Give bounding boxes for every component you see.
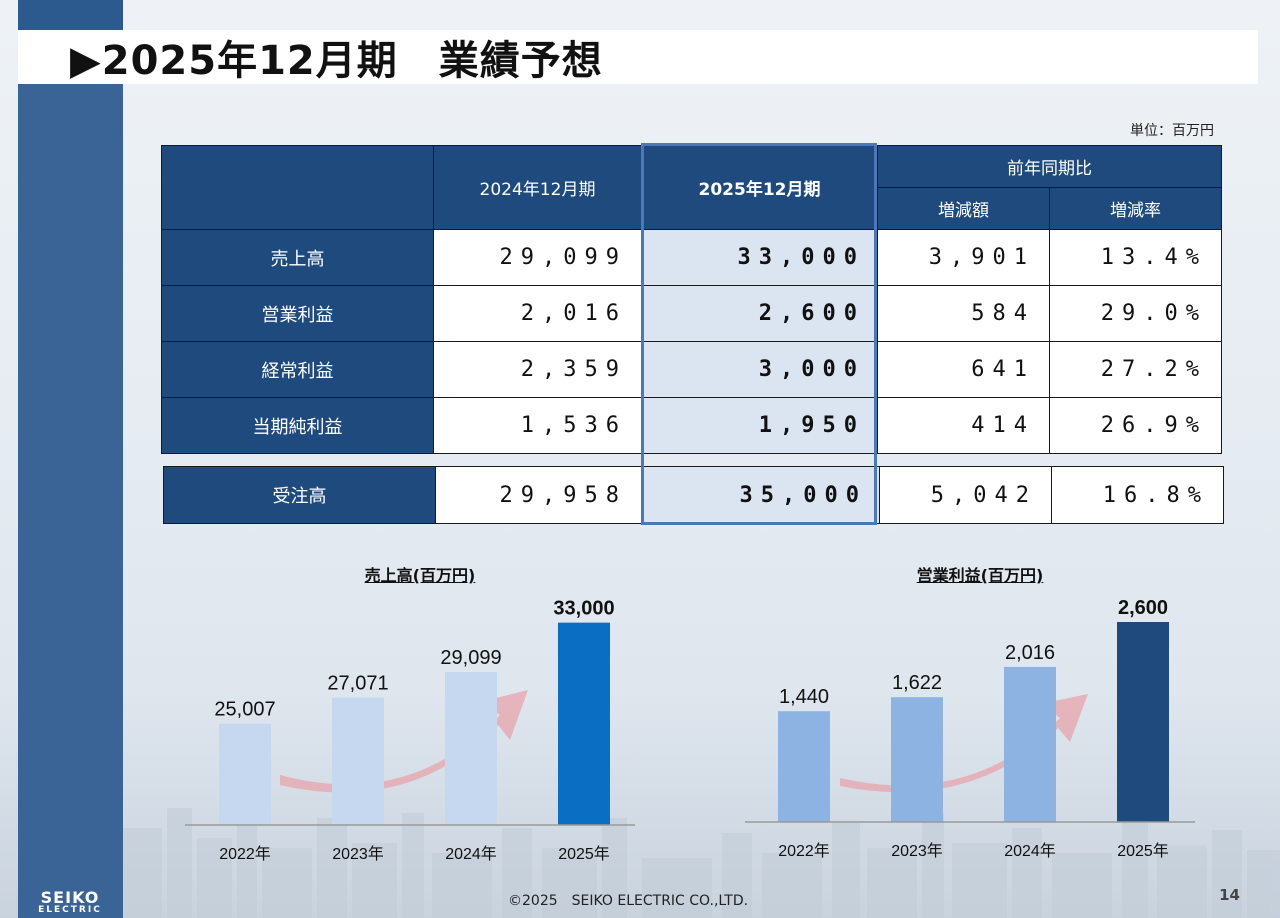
- current-value: 1,950: [641, 397, 878, 454]
- row-label: 経常利益: [161, 341, 434, 398]
- unit-label: 単位：百万円: [1130, 123, 1214, 139]
- header-diff: 増減額: [877, 187, 1050, 230]
- bar-value-label: 2,016: [1005, 642, 1055, 664]
- bar-value-label: 1,622: [892, 672, 942, 694]
- current-value: 3,000: [641, 341, 878, 398]
- table-row: 経常利益 2,359 3,000 641 27.2%: [161, 341, 1222, 398]
- logo-line-2: ELECTRIC: [38, 905, 102, 915]
- bar-2: [1004, 666, 1056, 822]
- rate-value: 26.9%: [1049, 397, 1222, 454]
- page-title: ▶2025年12月期 業績予想: [70, 38, 603, 84]
- title-bar: [18, 30, 1258, 84]
- city-skyline-background: [122, 798, 1280, 918]
- seiko-electric-logo: SEIKO ELECTRIC: [18, 890, 122, 915]
- category-label: 2023年: [891, 842, 943, 860]
- diff-value: 641: [877, 341, 1050, 398]
- bar-value-label: 29,099: [440, 647, 501, 669]
- sales-bar-chart: 25,007 2022年 27,071 2023年 29,099 2024年 33,000 2…: [185, 598, 635, 863]
- diff-value: 5,042: [879, 466, 1052, 524]
- category-label: 2025年: [558, 845, 610, 863]
- page-number: 14: [1219, 886, 1240, 904]
- table-row: 営業利益 2,016 2,600 584 29.0%: [161, 285, 1222, 342]
- current-value: 35,000: [641, 466, 880, 524]
- diff-value: 414: [877, 397, 1050, 454]
- op-income-bar-chart: 1,440 2022年 1,622 2023年 2,016 2024年 2,600 2025年: [745, 597, 1195, 860]
- row-label: 売上高: [161, 229, 434, 286]
- bar-value-label: 27,071: [327, 673, 388, 695]
- sidebar-top-accent: [18, 0, 123, 30]
- rate-value: 27.2%: [1049, 341, 1222, 398]
- category-label: 2022年: [778, 842, 830, 860]
- category-label: 2024年: [445, 845, 497, 863]
- bar-value-label: 25,007: [214, 699, 275, 721]
- bar-value-label: 2,600: [1118, 597, 1168, 619]
- header-prev-period: 2024年12月期: [433, 145, 642, 230]
- diff-value: 584: [877, 285, 1050, 342]
- category-label: 2022年: [219, 845, 271, 863]
- logo-line-1: SEIKO: [40, 888, 100, 907]
- category-label: 2023年: [332, 845, 384, 863]
- header-corner: [161, 145, 434, 230]
- row-label: 受注高: [163, 466, 436, 524]
- table-row: 受注高 29,958 35,000 5,042 16.8%: [163, 466, 1224, 524]
- rate-value: 16.8%: [1051, 466, 1224, 524]
- category-label: 2025年: [1117, 842, 1169, 860]
- orders-table: 受注高 29,958 35,000 5,042 16.8%: [163, 466, 1224, 524]
- header-current-period: 2025年12月期: [641, 145, 878, 230]
- prev-value: 2,359: [433, 341, 642, 398]
- bar-value-label: 1,440: [779, 686, 829, 708]
- left-sidebar-band: [18, 0, 123, 918]
- current-value: 33,000: [641, 229, 878, 286]
- bar-3: [558, 622, 610, 825]
- copyright-footer: ©2025 SEIKO ELECTRIC CO.,LTD.: [508, 893, 749, 909]
- prev-value: 29,958: [435, 466, 642, 524]
- table-row: 売上高 29,099 33,000 3,901 13.4%: [161, 229, 1222, 286]
- category-label: 2024年: [1004, 842, 1056, 860]
- table-row: 当期純利益 1,536 1,950 414 26.9%: [161, 397, 1222, 454]
- bar-0: [219, 723, 271, 825]
- sales-chart-title: 売上高(百万円): [364, 566, 476, 585]
- header-rate: 増減率: [1049, 187, 1222, 230]
- diff-value: 3,901: [877, 229, 1050, 286]
- prev-value: 2,016: [433, 285, 642, 342]
- prev-value: 29,099: [433, 229, 642, 286]
- bar-3: [1117, 622, 1169, 822]
- row-label: 当期純利益: [161, 397, 434, 454]
- rate-value: 13.4%: [1049, 229, 1222, 286]
- header-yoy-group: 前年同期比: [877, 145, 1222, 188]
- bar-1: [332, 697, 384, 825]
- op-income-chart-title: 営業利益(百万円): [916, 566, 1044, 585]
- prev-value: 1,536: [433, 397, 642, 454]
- current-value: 2,600: [641, 285, 878, 342]
- bar-value-label: 33,000: [553, 598, 614, 620]
- bar-1: [891, 697, 943, 822]
- bar-0: [778, 711, 830, 822]
- forecast-table: 2024年12月期 2025年12月期 前年同期比 増減額 増減率 売上高 29…: [161, 145, 1222, 454]
- rate-value: 29.0%: [1049, 285, 1222, 342]
- bar-2: [445, 671, 497, 825]
- row-label: 営業利益: [161, 285, 434, 342]
